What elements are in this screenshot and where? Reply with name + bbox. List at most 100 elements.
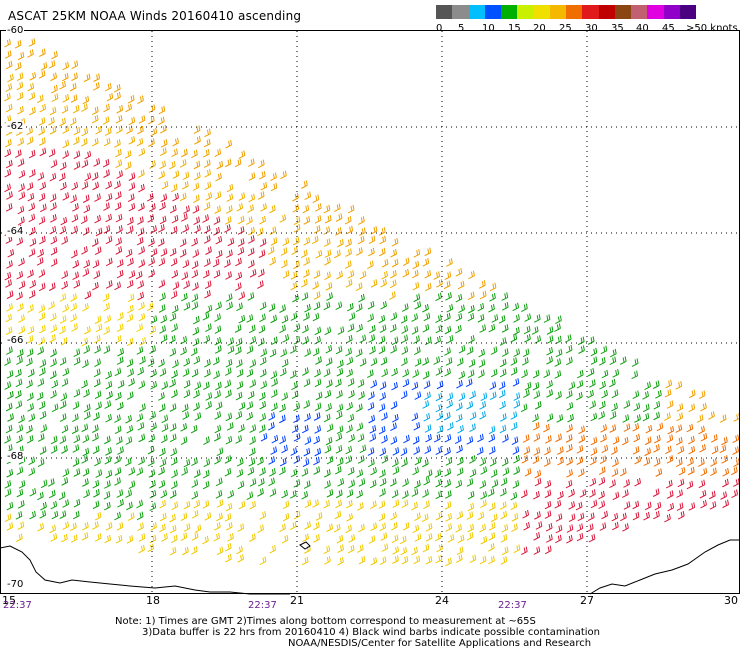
wind-barb	[16, 270, 24, 280]
wind-barb	[38, 336, 46, 346]
wind-barb	[346, 489, 354, 498]
wind-barb	[577, 468, 585, 477]
wind-barb	[180, 346, 187, 356]
wind-barb	[532, 455, 540, 465]
wind-barb	[632, 511, 640, 521]
wind-barb	[204, 280, 212, 289]
wind-barb	[479, 411, 486, 420]
wind-barb	[545, 522, 553, 532]
wind-barb	[666, 434, 674, 443]
wind-barb	[127, 94, 135, 104]
wind-barb	[82, 302, 89, 312]
wind-barb	[444, 490, 452, 499]
wind-barb	[456, 546, 464, 556]
wind-barb	[83, 345, 90, 354]
wind-barb	[93, 158, 101, 167]
wind-barb	[456, 456, 464, 466]
wind-barb	[379, 522, 387, 532]
wind-barb	[546, 534, 553, 543]
wind-barb	[4, 138, 12, 148]
wind-barb	[27, 325, 35, 335]
wind-barb	[72, 510, 80, 520]
wind-barb	[368, 334, 376, 343]
wind-barb	[642, 391, 649, 400]
wind-barb	[81, 103, 88, 112]
wind-barb	[191, 237, 198, 247]
wind-barb	[93, 270, 101, 279]
wind-barb	[73, 161, 81, 170]
wind-barb	[403, 434, 410, 444]
wind-barb	[225, 358, 233, 368]
wind-barb	[128, 182, 136, 191]
wind-barb	[260, 203, 267, 212]
wind-barb	[105, 180, 112, 190]
wind-barb	[378, 403, 386, 412]
wind-barb	[623, 423, 631, 432]
wind-barb	[686, 423, 694, 433]
wind-barb	[281, 489, 288, 499]
wind-barb	[334, 510, 342, 520]
lat-label: -62	[6, 121, 25, 132]
wind-barb	[566, 401, 574, 411]
wind-barb	[468, 270, 475, 280]
lat-label: -68	[6, 451, 25, 462]
wind-barb	[488, 555, 495, 565]
wind-barb	[249, 500, 257, 510]
wind-barb	[127, 512, 135, 521]
wind-barb	[367, 300, 375, 310]
wind-barb	[568, 381, 576, 391]
wind-barb	[193, 171, 201, 181]
wind-barb	[498, 315, 506, 324]
wind-barb	[183, 500, 191, 510]
wind-barb	[369, 345, 376, 355]
wind-barb	[358, 478, 366, 487]
wind-barb	[356, 502, 364, 511]
wind-barb	[411, 412, 419, 422]
wind-barb	[70, 293, 77, 302]
wind-barb	[520, 546, 528, 556]
wind-barb	[524, 313, 532, 322]
wind-barb	[555, 315, 562, 325]
antarctic-coastline	[0, 545, 290, 595]
wind-barb	[49, 312, 57, 322]
wind-barb	[446, 303, 454, 313]
wind-barb	[204, 169, 211, 178]
wind-barb	[642, 412, 650, 422]
wind-barb	[666, 490, 674, 499]
wind-barb	[359, 334, 367, 344]
wind-barb	[468, 359, 476, 368]
wind-barb	[169, 423, 177, 432]
wind-barb	[203, 159, 211, 168]
wind-barb	[269, 468, 276, 477]
wind-barb	[489, 381, 497, 390]
wind-barb	[425, 433, 432, 443]
wind-barb	[711, 445, 719, 455]
legend-tick: 15	[508, 23, 521, 34]
wind-barb	[84, 290, 92, 300]
wind-barb	[279, 466, 286, 476]
wind-barb	[466, 346, 474, 355]
wind-barb	[125, 489, 133, 498]
wind-barb	[192, 282, 199, 291]
wind-barb	[303, 400, 311, 409]
wind-barb	[116, 323, 124, 332]
wind-barb	[612, 458, 619, 468]
wind-barb	[555, 524, 563, 534]
wind-barb	[490, 368, 498, 378]
wind-barb	[446, 422, 454, 431]
wind-barb	[631, 358, 639, 367]
wind-barb	[170, 257, 178, 267]
wind-barb	[392, 499, 400, 508]
wind-barb	[479, 280, 486, 289]
wind-barb	[655, 468, 663, 477]
wind-barb	[37, 378, 45, 387]
wind-barb	[370, 522, 378, 531]
wind-barb	[161, 533, 168, 542]
wind-barb	[104, 127, 112, 136]
wind-barb	[345, 334, 353, 344]
wind-barb	[323, 238, 331, 247]
wind-barb	[114, 139, 121, 148]
wind-barb	[391, 367, 398, 377]
wind-barb	[301, 491, 309, 500]
wind-barb	[677, 478, 685, 488]
